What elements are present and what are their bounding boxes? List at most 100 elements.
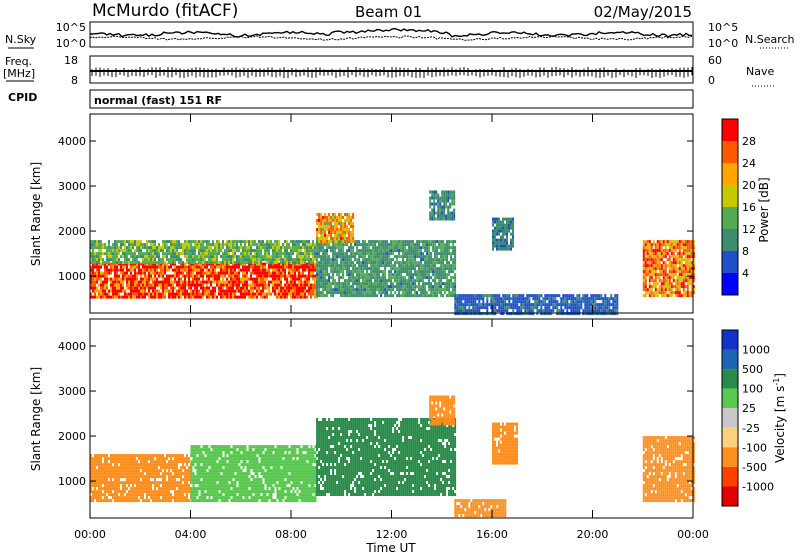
heatmap-cell xyxy=(330,285,333,289)
heatmap-cell xyxy=(192,271,194,275)
heatmap-cell xyxy=(680,240,683,244)
heatmap-cell xyxy=(654,264,657,268)
heatmap-cell xyxy=(438,276,441,280)
heatmap-cell xyxy=(452,282,455,286)
heatmap-cell xyxy=(510,247,512,251)
heatmap-cell xyxy=(138,243,140,247)
heatmap-cell xyxy=(374,240,377,244)
heatmap-cell xyxy=(394,255,397,259)
heatmap-cell xyxy=(178,283,180,287)
heatmap-cell xyxy=(336,240,339,243)
heatmap-cell xyxy=(648,288,651,292)
heatmap-cell xyxy=(350,249,353,253)
heatmap-cell xyxy=(554,294,557,298)
heatmap-cell xyxy=(122,268,124,272)
heatmap-cell xyxy=(218,265,220,269)
heatmap-cell xyxy=(296,277,298,281)
heatmap-cell xyxy=(314,252,316,256)
heatmap-cell xyxy=(172,280,174,284)
heatmap-cell xyxy=(210,249,212,253)
heatmap-cell xyxy=(334,291,337,295)
heatmap-cell xyxy=(678,282,681,286)
heatmap-cell xyxy=(556,306,559,310)
heatmap-cell xyxy=(450,285,453,289)
heatmap-cell xyxy=(678,279,681,283)
heatmap-cell xyxy=(304,249,306,253)
heatmap-cell xyxy=(664,255,667,259)
heatmap-cell xyxy=(168,289,170,293)
heatmap-cell xyxy=(106,271,108,275)
heatmap-cell xyxy=(300,289,302,293)
heatmap-cell xyxy=(378,240,381,244)
heatmap-cell xyxy=(384,282,387,286)
heatmap-cell xyxy=(350,237,353,240)
heatmap-cell xyxy=(114,454,116,458)
heatmap-cell xyxy=(442,246,445,250)
heatmap-cell xyxy=(316,237,319,240)
heatmap-cell xyxy=(650,276,653,280)
heatmap-cell xyxy=(304,261,306,265)
heatmap-cell xyxy=(676,270,679,274)
heatmap-cell xyxy=(370,285,373,289)
heatmap-cell xyxy=(606,297,609,301)
heatmap-cell xyxy=(202,277,204,281)
heatmap-cell xyxy=(120,240,122,244)
heatmap-cell xyxy=(544,303,547,307)
heatmap-cell xyxy=(96,496,98,500)
heatmap-cell xyxy=(376,294,379,298)
heatmap-cell xyxy=(230,268,232,272)
heatmap-cell xyxy=(330,264,333,268)
heatmap-cell xyxy=(316,267,319,271)
heatmap-cell xyxy=(90,280,92,284)
heatmap-cell xyxy=(692,264,695,268)
heatmap-cell xyxy=(104,454,106,458)
heatmap-cell xyxy=(380,264,383,268)
heatmap-cell xyxy=(554,297,557,301)
heatmap-cell xyxy=(282,252,284,256)
heatmap-cell xyxy=(272,246,274,250)
heatmap-cell xyxy=(688,252,691,256)
heatmap-cell xyxy=(234,280,236,284)
heatmap-cell xyxy=(258,280,260,284)
heatmap-cell xyxy=(642,282,645,286)
heatmap-cell xyxy=(102,295,104,299)
heatmap-cell xyxy=(246,255,248,259)
heatmap-cell xyxy=(458,312,461,316)
heatmap-cell xyxy=(308,271,310,275)
heatmap-cell xyxy=(236,249,238,253)
heatmap-cell xyxy=(116,286,118,290)
heatmap-cell xyxy=(138,271,140,275)
heatmap-cell xyxy=(284,271,286,275)
heatmap-cell xyxy=(512,300,515,304)
heatmap-cell xyxy=(352,231,355,234)
heatmap-cell xyxy=(406,243,409,247)
heatmap-cell xyxy=(684,276,687,280)
heatmap-cell xyxy=(668,267,671,271)
heatmap-cell xyxy=(366,267,369,271)
heatmap-cell xyxy=(398,270,401,274)
heatmap-cell xyxy=(682,258,685,262)
heatmap-cell xyxy=(114,466,116,470)
heatmap-cell xyxy=(580,297,583,301)
heatmap-cell xyxy=(439,202,442,206)
heatmap-cell xyxy=(420,246,423,250)
heatmap-cell xyxy=(680,255,683,259)
heatmap-cell xyxy=(234,240,236,244)
heatmap-cell xyxy=(268,289,270,293)
heatmap-cell xyxy=(692,246,695,250)
heatmap-cell xyxy=(428,285,431,289)
heatmap-cell xyxy=(388,270,391,274)
heatmap-cell xyxy=(412,252,415,256)
heatmap-cell xyxy=(350,234,353,237)
heatmap-cell xyxy=(110,478,112,482)
heatmap-cell xyxy=(368,291,371,295)
heatmap-cell xyxy=(498,229,500,233)
heatmap-cell xyxy=(458,300,461,304)
heatmap-cell xyxy=(316,219,319,222)
heatmap-cell xyxy=(200,258,202,262)
heatmap-cell xyxy=(106,295,108,299)
heatmap-cell xyxy=(554,306,557,310)
heatmap-cell xyxy=(668,264,671,268)
heatmap-cell xyxy=(150,274,152,278)
heatmap-cell xyxy=(404,255,407,259)
